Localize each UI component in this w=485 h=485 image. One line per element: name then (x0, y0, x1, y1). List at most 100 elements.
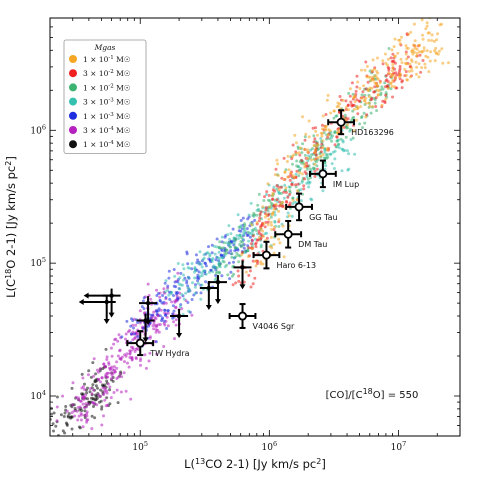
model-point (325, 148, 329, 152)
model-point (277, 225, 281, 228)
model-point (155, 352, 159, 356)
model-point (273, 213, 277, 217)
model-point (261, 262, 265, 266)
model-point (302, 184, 306, 188)
model-point (246, 255, 250, 258)
model-point (406, 55, 410, 59)
model-point (230, 252, 234, 256)
model-point (265, 206, 268, 210)
model-point (92, 357, 96, 361)
model-point (391, 79, 395, 82)
model-point (103, 388, 107, 392)
model-point (271, 210, 275, 214)
model-point (384, 85, 387, 89)
model-point (419, 70, 423, 74)
model-point (141, 299, 145, 303)
model-point (94, 372, 98, 376)
model-point (400, 61, 404, 65)
model-point (164, 296, 168, 299)
model-point (184, 291, 188, 295)
model-point (161, 294, 165, 297)
model-point (293, 176, 297, 179)
model-point (294, 183, 297, 187)
model-point (420, 18, 424, 22)
model-point (163, 290, 167, 294)
model-point (99, 399, 103, 403)
model-point (332, 167, 336, 170)
model-point (277, 185, 281, 189)
upper-limit-arrowhead-left (83, 292, 89, 299)
model-point (51, 422, 55, 426)
model-point (367, 95, 371, 99)
model-point (95, 403, 99, 407)
model-point (398, 64, 402, 68)
model-point (255, 221, 259, 224)
model-point (177, 282, 181, 286)
model-point (134, 347, 138, 351)
model-point (125, 319, 129, 323)
model-point (421, 37, 425, 41)
model-point (119, 358, 123, 361)
model-point (418, 50, 421, 54)
model-point (166, 309, 170, 312)
model-point (309, 167, 313, 171)
model-point (76, 418, 80, 422)
model-point (200, 265, 204, 269)
model-point (246, 217, 250, 221)
model-point (97, 393, 101, 397)
model-point (217, 250, 221, 254)
model-point (140, 305, 144, 309)
model-point (391, 69, 394, 73)
model-point (329, 111, 333, 115)
model-point (380, 85, 384, 89)
model-point (129, 397, 133, 401)
model-point (298, 168, 301, 172)
model-point (123, 360, 126, 364)
model-point (61, 429, 65, 433)
model-point (337, 142, 341, 146)
model-point (259, 245, 263, 249)
model-point (370, 69, 374, 73)
model-point (408, 62, 412, 66)
model-point (335, 105, 339, 109)
model-point (162, 345, 166, 348)
model-point (279, 185, 283, 189)
model-point (110, 373, 114, 377)
model-point (369, 111, 373, 115)
model-point (309, 176, 313, 180)
model-point (355, 85, 359, 89)
model-point (238, 233, 242, 237)
model-point (321, 146, 325, 150)
model-point (106, 375, 109, 379)
model-point (172, 320, 176, 324)
model-point (275, 198, 279, 202)
model-point (386, 87, 390, 90)
model-point (105, 391, 109, 395)
detection-point (135, 338, 145, 348)
model-point (353, 152, 357, 156)
model-point (85, 405, 88, 409)
model-point (165, 327, 169, 330)
model-point (320, 132, 324, 135)
model-point (266, 182, 270, 186)
model-point (269, 215, 273, 219)
model-point (353, 100, 357, 104)
model-point (355, 74, 359, 78)
source-marker (139, 296, 158, 326)
model-point (154, 330, 158, 334)
model-point (313, 137, 317, 141)
model-point (384, 79, 388, 83)
model-point (152, 327, 156, 331)
model-point (55, 405, 59, 409)
model-point (220, 274, 224, 278)
model-point (356, 80, 360, 84)
model-point (113, 338, 117, 342)
legend-label: 1 × 10-2 M☉ (83, 83, 131, 92)
model-point (217, 264, 221, 268)
legend-entry: 1 × 10-3 M☉ (69, 111, 131, 121)
model-point (338, 102, 342, 106)
model-point (157, 307, 161, 311)
model-point (112, 391, 116, 394)
model-point (80, 409, 84, 413)
